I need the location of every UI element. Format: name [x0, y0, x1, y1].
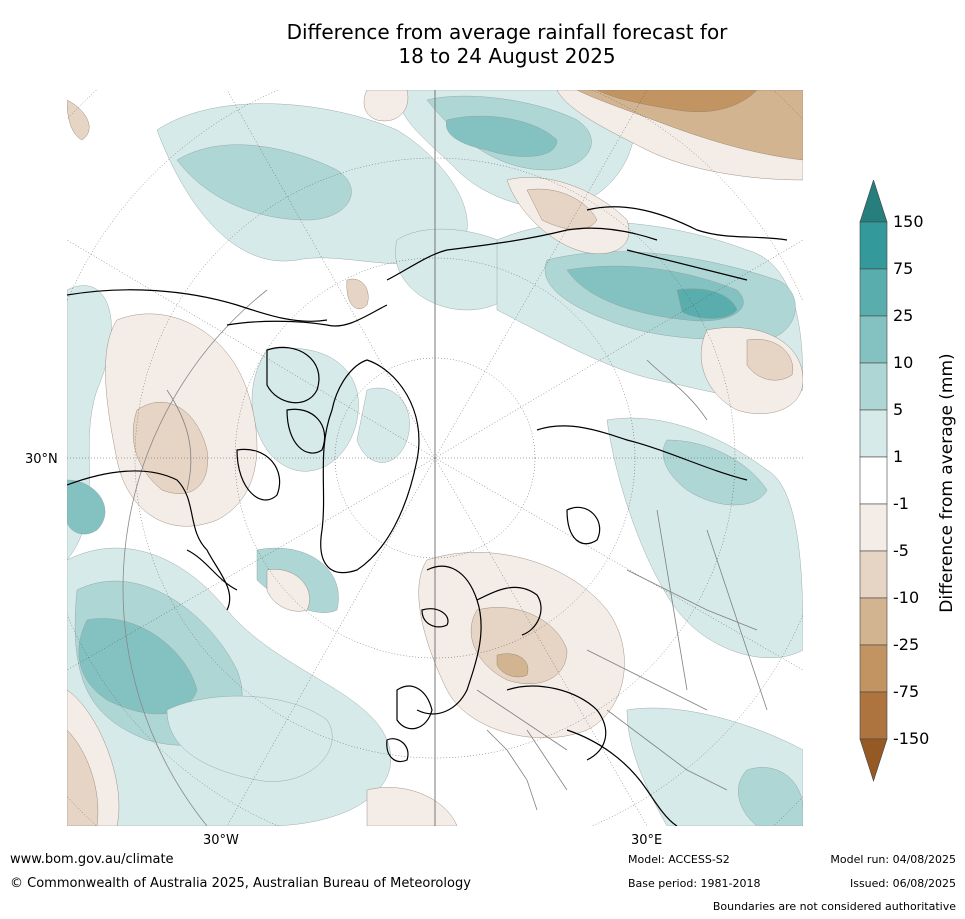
colorbar-tick-label: -1 [893, 494, 909, 513]
legend-colorbar [859, 180, 888, 782]
colorbar-tick-label: -150 [893, 729, 930, 748]
colorbar-bins [859, 180, 888, 782]
model-name: Model: ACCESS-S2 [628, 853, 730, 866]
colorbar-bin [859, 597, 888, 646]
colorbar-title: Difference from average (mm) [937, 353, 957, 613]
title-line-1: Difference from average rainfall forecas… [286, 20, 728, 44]
title-line-2: 18 to 24 August 2025 [398, 44, 616, 68]
colorbar-tick-label: 150 [893, 212, 924, 231]
map-canvas [67, 90, 803, 826]
source-url: www.bom.gov.au/climate [10, 852, 174, 867]
colorbar-bin [859, 221, 888, 270]
colorbar-tick-label: 10 [893, 353, 914, 372]
colorbar-tick-label: -75 [893, 682, 920, 701]
longitude-label-30e: 30°E [631, 833, 663, 848]
colorbar-bin [859, 503, 888, 552]
colorbar-tick-label: 1 [893, 447, 904, 466]
colorbar-bin [859, 409, 888, 458]
boundaries-disclaimer: Boundaries are not considered authoritat… [712, 900, 956, 913]
colorbar-extend-max [859, 180, 888, 223]
base-period: Base period: 1981-2018 [628, 877, 761, 890]
colorbar-tick-label: -25 [893, 635, 920, 654]
colorbar-bin [859, 644, 888, 693]
map-title: Difference from average rainfall forecas… [67, 20, 947, 68]
colorbar-tick-label: -10 [893, 588, 920, 607]
coastlines [67, 206, 788, 826]
colorbar-tick-label: -5 [893, 541, 909, 560]
colorbar-extend-min [859, 738, 888, 782]
colorbar-tick-label: 5 [893, 400, 904, 419]
issued-date: Issued: 06/08/2025 [849, 877, 956, 890]
country-boundaries [166, 359, 768, 811]
model-run-date: Model run: 04/08/2025 [830, 853, 956, 866]
colorbar-bin [859, 456, 888, 505]
colorbar-tick-label: 75 [893, 259, 914, 278]
colorbar-bin [859, 362, 888, 411]
colorbar-bin [859, 315, 888, 364]
latitude-label-30n: 30°N [25, 452, 58, 467]
rainfall-anomaly-fields [67, 90, 803, 826]
rainfall-map [67, 90, 803, 826]
colorbar-bin [859, 268, 888, 317]
longitude-label-30w: 30°W [203, 833, 239, 848]
copyright-notice: © Commonwealth of Australia 2025, Austra… [10, 876, 471, 891]
colorbar-tick-label: 25 [893, 306, 914, 325]
circle-30n [122, 289, 268, 826]
colorbar-bin [859, 550, 888, 599]
colorbar-bin [859, 691, 888, 740]
